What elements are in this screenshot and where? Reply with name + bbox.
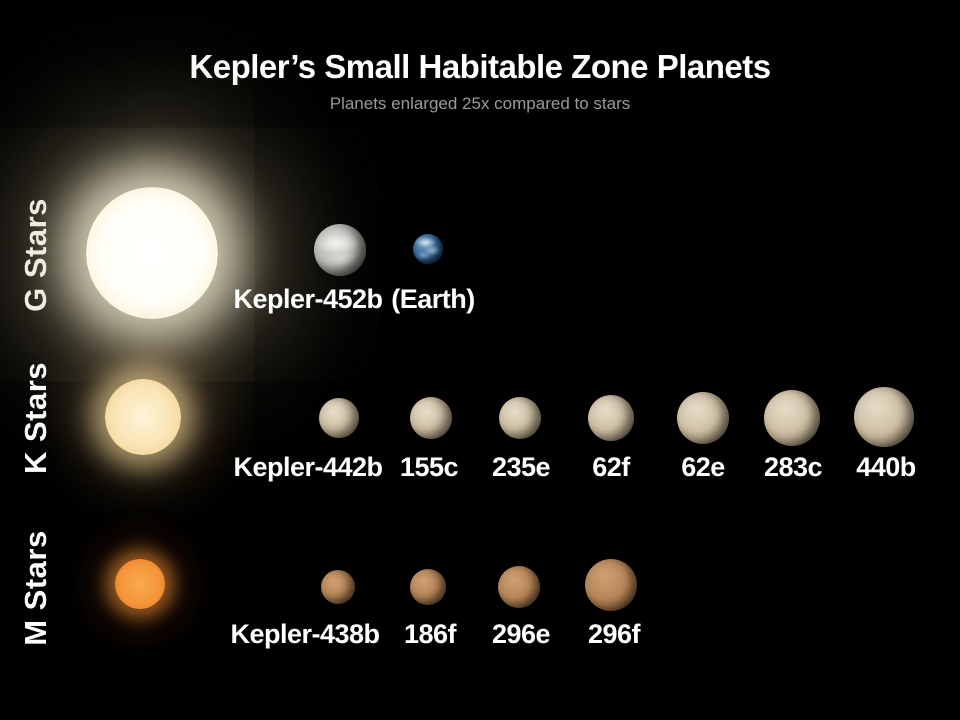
k-star [105,379,181,455]
planet-label-kepler-283c: 283c [763,452,823,482]
row-label-k-stars: K Stars [18,361,53,475]
row-label-g-stars: G Stars [18,198,53,312]
planet-label-kepler-442b: Kepler-442b [233,452,383,482]
planet-kepler-442b [319,398,359,438]
planet-kepler-283c [764,390,820,446]
row-label-m-stars: M Stars [18,530,53,646]
page-title: Kepler’s Small Habitable Zone Planets [189,48,771,85]
g-star [86,187,218,319]
planet-label-kepler-155c: 155c [399,452,459,482]
planet-kepler-186f [410,569,446,605]
planet-kepler-452b [314,224,366,276]
planet-label-kepler-235e: 235e [491,452,551,482]
planet-kepler-235e [499,397,541,439]
planet-kepler-438b [321,570,355,604]
m-star [115,559,165,609]
planet-label-kepler-452b: Kepler-452b [233,284,383,314]
planet-label-kepler-296e: 296e [491,619,551,649]
planet-kepler-440b [854,387,914,447]
planet-label-kepler-62f: 62f [592,452,630,482]
planet-earth [413,234,443,264]
page-subtitle: Planets enlarged 25x compared to stars [329,94,631,113]
planet-label-kepler-186f: 186f [403,619,457,649]
planet-label-kepler-440b: 440b [856,452,916,482]
planet-label-kepler-62e: 62e [681,452,725,482]
planet-kepler-62f [588,395,634,441]
planet-kepler-296e [498,566,540,608]
planet-label-earth: (Earth) [391,284,475,314]
planet-label-kepler-296f: 296f [587,619,641,649]
planet-label-kepler-438b: Kepler-438b [230,619,380,649]
planet-kepler-296f [585,559,637,611]
planet-kepler-62e [677,392,729,444]
planet-kepler-155c [410,397,452,439]
